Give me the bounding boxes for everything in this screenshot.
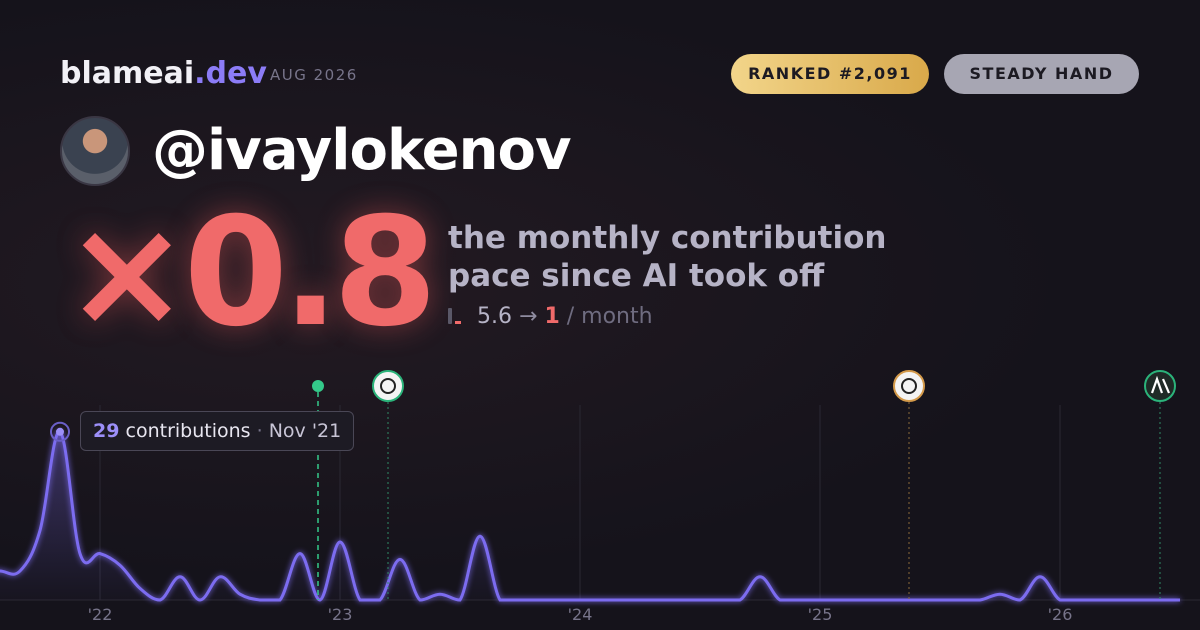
ai-events bbox=[312, 370, 1176, 600]
description: the monthly contribution pace since AI t… bbox=[448, 219, 886, 295]
date: AUG 2026 bbox=[270, 66, 358, 84]
description-line: pace since AI took off bbox=[448, 258, 825, 294]
peak-ring bbox=[50, 421, 70, 442]
x-tick-label: '26 bbox=[1048, 605, 1073, 624]
persona-badge: STEADY HAND bbox=[944, 54, 1139, 94]
pace: 5.6 → 1 / month bbox=[448, 304, 653, 329]
x-tick-label: '22 bbox=[88, 605, 113, 624]
brand-name: blameai bbox=[60, 56, 195, 91]
tooltip-date: Nov '21 bbox=[268, 420, 342, 442]
event-icon bbox=[372, 370, 404, 402]
pace-bar bbox=[448, 308, 452, 324]
event-icon-glyph bbox=[380, 378, 396, 394]
tooltip-value: 29 bbox=[93, 420, 120, 442]
x-tick-label: '24 bbox=[568, 605, 593, 624]
rank-badge: RANKED #2,091 bbox=[731, 54, 929, 94]
x-tick-label: '23 bbox=[328, 605, 353, 624]
brand: blameai.dev bbox=[60, 56, 267, 91]
brand-tld: .dev bbox=[194, 56, 267, 91]
pace-arrow: → bbox=[519, 304, 538, 329]
peak-dot bbox=[56, 427, 64, 436]
pace-after: 1 bbox=[544, 304, 560, 329]
event-icon bbox=[893, 370, 925, 402]
event-icon-glyph bbox=[1150, 375, 1171, 394]
area bbox=[0, 431, 1180, 601]
event-icon-glyph bbox=[901, 378, 917, 394]
tooltip-separator: · bbox=[256, 420, 263, 442]
pace-unit: / month bbox=[566, 304, 653, 329]
x-tick-label: '25 bbox=[808, 605, 833, 624]
description-line: the monthly contribution bbox=[448, 220, 887, 256]
pace-bar bbox=[455, 321, 461, 324]
pace-before: 5.6 bbox=[477, 304, 512, 329]
multiplier: ×0.8 bbox=[64, 186, 437, 360]
tooltip: 29 contributions · Nov '21 bbox=[80, 411, 355, 451]
handle: @ivaylokenov bbox=[152, 118, 571, 183]
event-dot bbox=[312, 380, 324, 392]
avatar bbox=[60, 116, 130, 186]
tooltip-label: contributions bbox=[125, 420, 251, 442]
line bbox=[0, 430, 1180, 602]
